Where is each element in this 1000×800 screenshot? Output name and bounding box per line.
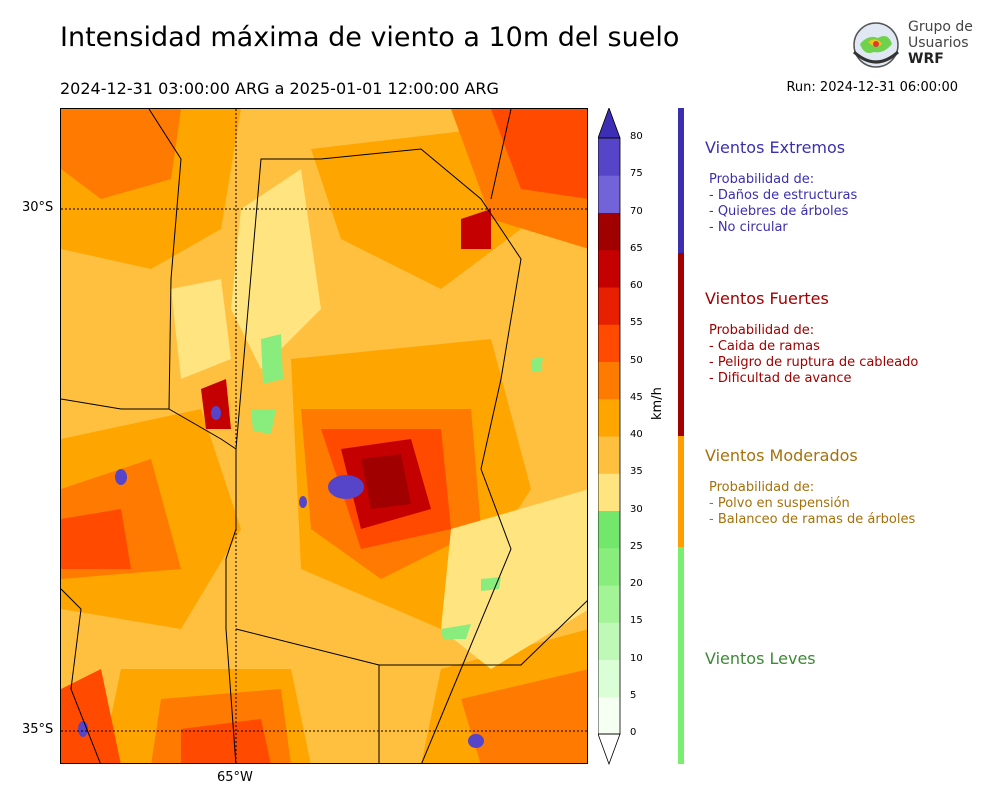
colorbar: [597, 106, 628, 772]
colorbar-frame: [597, 137, 621, 735]
colorbar-bin: [598, 436, 620, 474]
logo-text-2: Usuarios: [908, 35, 969, 51]
run-label: Run: 2024-12-31 06:00:00: [786, 80, 958, 95]
colorbar-bin: [598, 547, 620, 586]
colorbar-tick-label: 20: [630, 578, 643, 589]
category-moderados-title: Vientos Moderados: [705, 446, 858, 465]
colorbar-bin: [598, 138, 620, 176]
colorbar-bin: [598, 585, 620, 623]
colorbar-tick-label: 45: [630, 391, 643, 403]
strip-extremos: [678, 108, 684, 253]
colorbar-tick-label: 15: [630, 615, 643, 627]
colorbar-bin: [598, 249, 620, 288]
grupo-wrf-logo: Grupo de Usuarios WRF: [848, 18, 973, 73]
colorbar-tick-label: 35: [630, 466, 643, 478]
colorbar-tick-label: 50: [630, 354, 643, 366]
strip-fuertes: [678, 253, 684, 436]
category-extremos-title: Vientos Extremos: [705, 138, 846, 157]
colorbar-bin: [598, 510, 620, 549]
colorbar-bin: [598, 324, 620, 362]
category-fuertes-title: Vientos Fuertes: [705, 289, 829, 308]
colorbar-tick-label: 40: [630, 429, 643, 440]
wind-field: [61, 109, 587, 763]
colorbar-scale: [597, 106, 621, 766]
lat-label-35s: 35°S: [22, 722, 54, 737]
colorbar-tick-label: 60: [630, 280, 643, 291]
colorbar-bottom-arrow: [597, 733, 621, 766]
colorbar-tick-label: 10: [630, 652, 643, 664]
colorbar-tick-label: 30: [630, 503, 643, 515]
category-leves-title: Vientos Leves: [705, 649, 816, 668]
period-label: 2024-12-31 03:00:00 ARG a 2025-01-01 12:…: [60, 79, 499, 98]
chart-title: Intensidad máxima de viento a 10m del su…: [60, 22, 680, 53]
strip-leves: [678, 547, 684, 764]
colorbar-bin: [598, 212, 620, 251]
colorbar-bin: [598, 473, 620, 511]
lat-label-30s: 30°S: [22, 200, 54, 215]
logo-text-3: WRF: [908, 51, 944, 67]
colorbar-bin: [598, 287, 620, 325]
colorbar-tick-label: 75: [630, 168, 643, 180]
colorbar-bin: [598, 175, 620, 213]
category-extremos-desc: Probabilidad de: - Daños de estructuras …: [709, 172, 858, 235]
colorbar-tick-label: 80: [630, 131, 643, 142]
colorbar-tick-label: 55: [630, 317, 643, 329]
category-moderados-desc: Probabilidad de: - Polvo en suspensión -…: [709, 480, 916, 527]
category-fuertes-desc: Probabilidad de: - Caida de ramas - Peli…: [709, 323, 919, 386]
colorbar-top-arrow: [597, 106, 621, 139]
colorbar-bin: [598, 398, 620, 437]
colorbar-bin: [598, 659, 620, 698]
colorbar-tick-label: 70: [630, 205, 643, 217]
globe-icon: [852, 22, 900, 68]
logo-text-1: Grupo de: [908, 19, 973, 35]
colorbar-bin: [598, 622, 620, 660]
lon-label-65w: 65°W: [217, 770, 253, 785]
colorbar-tick-label: 25: [630, 540, 643, 552]
colorbar-unit: km/h: [650, 387, 665, 420]
strip-moderados: [678, 436, 684, 547]
colorbar-tick-label: 65: [630, 242, 643, 254]
colorbar-tick-label: 5: [630, 689, 637, 701]
colorbar-bin: [598, 361, 620, 400]
colorbar-tick-label: 0: [630, 727, 637, 738]
colorbar-bin: [598, 696, 620, 735]
wind-map: [60, 108, 588, 764]
